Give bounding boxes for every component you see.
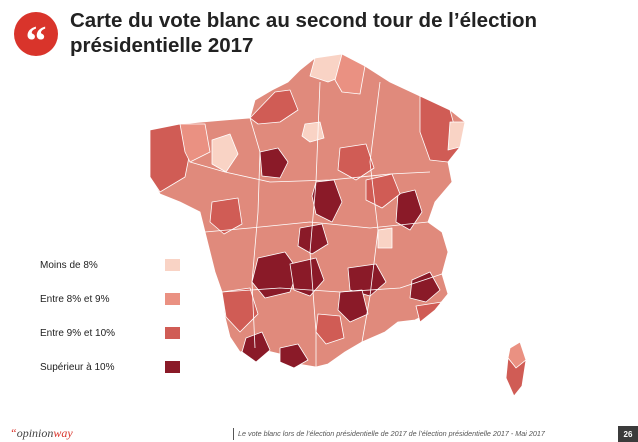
legend-label-9-10: Entre 9% et 10%	[40, 327, 116, 339]
dept-dark-creuse	[297, 223, 329, 255]
footer: “opinionway Le vote blanc lors de l’élec…	[0, 426, 638, 442]
logo-quote: “	[10, 426, 17, 440]
legend: Moins de 8% Entre 8% et 9% Entre 9% et 1…	[40, 248, 180, 384]
dept-dark-isere	[409, 271, 441, 303]
alsace-light	[447, 121, 466, 151]
logo-text-b: way	[53, 426, 73, 440]
dept-line-1	[189, 161, 431, 183]
logo-text-a: opinion	[16, 426, 54, 440]
mid-south	[315, 313, 345, 345]
page-number: 26	[618, 426, 638, 442]
legend-item-9-10: Entre 9% et 10%	[40, 316, 180, 350]
legend-label-gt10: Supérieur à 10%	[40, 361, 115, 373]
mid-southwest	[221, 287, 259, 333]
footer-divider	[233, 428, 234, 440]
legend-swatch-8-9	[165, 293, 180, 305]
brittany-east	[179, 123, 211, 163]
legend-swatch-gt10	[165, 361, 180, 373]
legend-item-gt10: Supérieur à 10%	[40, 350, 180, 384]
corsica-south	[505, 356, 527, 397]
mid-west	[209, 197, 243, 235]
legend-swatch-9-10	[165, 327, 180, 339]
legend-swatch-lt8	[165, 259, 180, 271]
dept-light-rhone	[377, 227, 393, 249]
dept-dark-jura	[395, 189, 423, 231]
quote-badge-icon: “	[14, 12, 58, 63]
page-title: Carte du vote blanc au second tour de l’…	[70, 9, 538, 57]
light-west	[211, 133, 239, 173]
legend-item-lt8: Moins de 8%	[40, 248, 180, 282]
dept-dark-pyr-west	[241, 331, 271, 363]
dept-dark-pyr-east	[279, 343, 309, 369]
dept-dark-puy	[347, 263, 387, 297]
mid-provence	[415, 293, 449, 323]
mid-centre	[337, 143, 375, 181]
legend-item-8-9: Entre 8% et 9%	[40, 282, 180, 316]
dept-line-4	[249, 117, 261, 349]
aisne	[334, 53, 366, 95]
legend-label-lt8: Moins de 8%	[40, 259, 98, 271]
opinionway-logo: “opinionway	[10, 426, 73, 441]
france-map	[149, 53, 527, 397]
dept-dark-sarthe	[259, 147, 289, 179]
dept-line-5	[309, 81, 321, 367]
dept-line-3	[221, 273, 443, 293]
footer-source: Le vote blanc lors de l’élection préside…	[238, 429, 545, 438]
dept-line-6	[361, 81, 381, 343]
normandy	[249, 89, 299, 125]
dept-line-2	[204, 221, 429, 233]
legend-label-8-9: Entre 8% et 9%	[40, 293, 110, 305]
dept-dark-correze	[289, 257, 325, 297]
dept-dark-cantal	[337, 289, 369, 323]
